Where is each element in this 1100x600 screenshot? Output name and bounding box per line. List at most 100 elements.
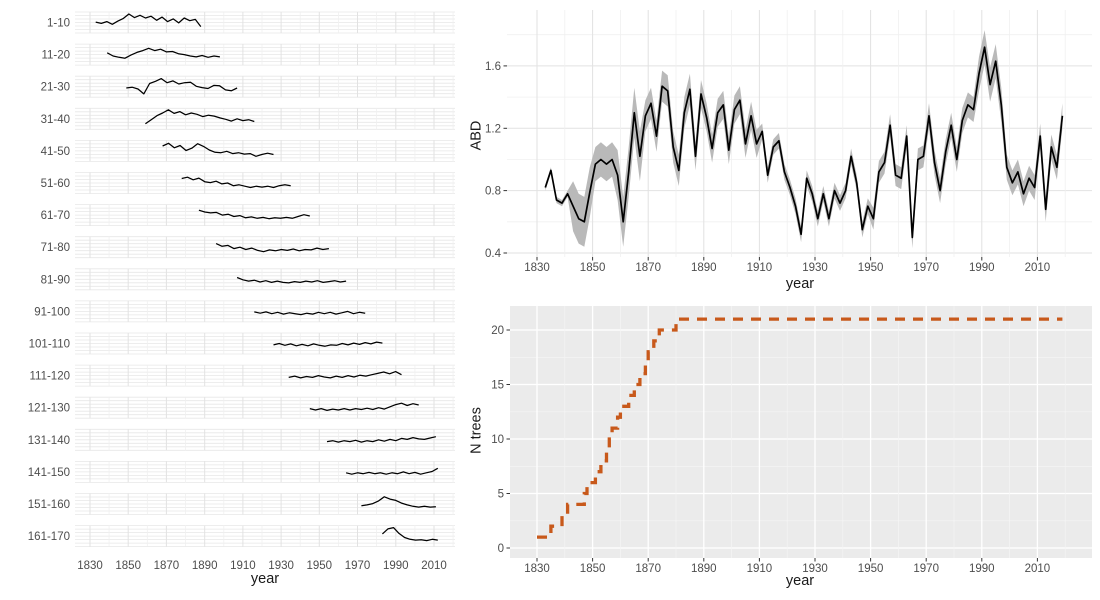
facet-strip: 141-150	[28, 460, 455, 483]
x-tick-label: 1950	[858, 262, 884, 274]
age-band-series-line	[145, 109, 255, 125]
y-tick-label: 0.8	[485, 186, 501, 198]
strip-label: 1-10	[47, 18, 70, 30]
age-band-series-line	[254, 310, 366, 316]
x-tick-label: 1950	[858, 563, 884, 575]
age-band-series-line	[181, 176, 291, 189]
y-tick-label: 10	[491, 434, 504, 446]
x-tick-label: 1830	[524, 563, 550, 575]
x-tick-label: 1890	[691, 563, 717, 575]
ntrees-plot-area	[510, 306, 1092, 558]
facet-strip: 41-50	[41, 139, 455, 162]
x-tick-label: 1970	[913, 563, 939, 575]
x-tick-label: 1970	[913, 262, 939, 274]
ntrees-yaxis-title: N trees	[468, 407, 485, 454]
facet-strip: 151-160	[28, 493, 455, 515]
x-tick-label: 1850	[115, 560, 141, 572]
strip-label: 141-150	[28, 467, 70, 479]
x-tick-label: 1930	[268, 560, 294, 572]
facet-strip: 21-30	[41, 75, 455, 98]
facet-strip: 161-170	[28, 525, 455, 547]
age-band-series-line	[215, 243, 329, 253]
age-band-series-line	[361, 496, 436, 508]
y-tick-label: 20	[491, 325, 504, 337]
y-tick-label: 15	[491, 380, 504, 392]
age-band-series-line	[95, 13, 202, 27]
x-tick-label: 1890	[691, 262, 717, 274]
y-tick-label: 5	[498, 489, 504, 501]
strip-label: 91-100	[34, 306, 70, 318]
strip-label: 31-40	[41, 114, 70, 126]
x-tick-label: 1930	[802, 262, 828, 274]
strip-label: 101-110	[29, 339, 70, 351]
age-band-series-line	[345, 467, 439, 475]
x-tick-label: 1830	[77, 560, 103, 572]
y-tick-label: 0	[498, 543, 504, 555]
x-tick-label: 1970	[345, 560, 371, 572]
age-band-series-line	[309, 402, 419, 412]
x-tick-label: 1910	[747, 262, 773, 274]
facet-strip: 51-60	[41, 172, 455, 194]
age-band-series-line	[326, 436, 437, 443]
y-tick-label: 1.2	[485, 123, 501, 135]
strip-label: 41-50	[41, 146, 70, 158]
x-tick-label: 2010	[1025, 563, 1051, 575]
facet-strip: 11-20	[41, 43, 455, 66]
strip-label: 11-20	[41, 50, 70, 62]
facet-strip: 61-70	[41, 204, 455, 227]
x-tick-label: 1850	[580, 563, 606, 575]
strip-label: 151-160	[28, 499, 70, 511]
x-tick-label: 1990	[969, 563, 995, 575]
abd-series-line	[544, 46, 1064, 239]
y-tick-label: 0.4	[485, 248, 502, 260]
x-tick-label: 1870	[154, 560, 180, 572]
strip-label: 51-60	[41, 178, 70, 190]
age-band-series-line	[236, 276, 347, 284]
strip-label: 21-30	[41, 82, 70, 94]
panel-background	[510, 306, 1092, 558]
n-trees-step-panel: 0 5 10 15 20 1830 1850 1870 1890 1910 1930 1950 1970…	[470, 295, 1100, 600]
abd-xaxis-title: year	[785, 276, 815, 292]
x-tick-label: 1830	[524, 262, 550, 274]
facet-strip: 1-10	[47, 11, 455, 34]
facet-xaxis-title: year	[250, 571, 280, 587]
strip-label: 71-80	[41, 242, 70, 254]
facet-strip: 131-140	[28, 428, 455, 451]
x-tick-label: 2010	[421, 560, 447, 572]
facet-strip: 71-80	[41, 236, 455, 259]
x-tick-label: 1930	[802, 563, 828, 575]
ntrees-chart-svg: 0 5 10 15 20 1830 1850 1870 1890 1910 1930 1950 1970…	[491, 306, 1092, 575]
abd-plot-area	[507, 10, 1092, 257]
x-tick-label: 2010	[1025, 262, 1051, 274]
x-tick-label: 1870	[635, 563, 661, 575]
facet-strip: 121-130	[28, 396, 455, 419]
abd-yaxis-title: ABD	[468, 120, 485, 151]
ntrees-xaxis-title: year	[785, 573, 815, 589]
x-tick-label: 1850	[580, 262, 606, 274]
facet-strip: 81-90	[41, 268, 455, 291]
strip-label: 61-70	[41, 210, 70, 222]
age-band-series-line	[273, 341, 383, 347]
x-tick-label: 1890	[192, 560, 218, 572]
x-tick-label: 1910	[230, 560, 256, 572]
strip-label: 81-90	[41, 274, 70, 286]
strip-label: 121-130	[28, 403, 70, 415]
y-tick-label: 1.6	[485, 61, 501, 73]
strip-label: 131-140	[28, 435, 70, 447]
abd-chart-svg: 0.4 0.8 1.2 1.6 1830 1850 1870 1890 1910 1930 1950…	[485, 10, 1092, 274]
x-tick-label: 1870	[635, 262, 661, 274]
age-band-series-line	[288, 370, 402, 379]
facet-strip: 91-100	[34, 300, 455, 323]
x-tick-label: 1990	[969, 262, 995, 274]
n-trees-step-line	[537, 317, 1063, 539]
x-tick-label: 1990	[383, 560, 409, 572]
age-band-series-line	[126, 77, 238, 95]
strip-label: 111-120	[30, 371, 71, 383]
strip-label: 161-170	[28, 531, 70, 543]
facet-chart-svg: 1-10 11-20 21-30 31-40 41-50 51-60 61-70 71-80 8…	[28, 11, 455, 572]
age-band-facet-panel: 1-10 11-20 21-30 31-40 41-50 51-60 61-70 71-80 8…	[0, 0, 470, 600]
facet-strip: 101-110	[29, 332, 455, 355]
age-band-series-line	[381, 526, 438, 542]
x-tick-label: 1910	[747, 563, 773, 575]
